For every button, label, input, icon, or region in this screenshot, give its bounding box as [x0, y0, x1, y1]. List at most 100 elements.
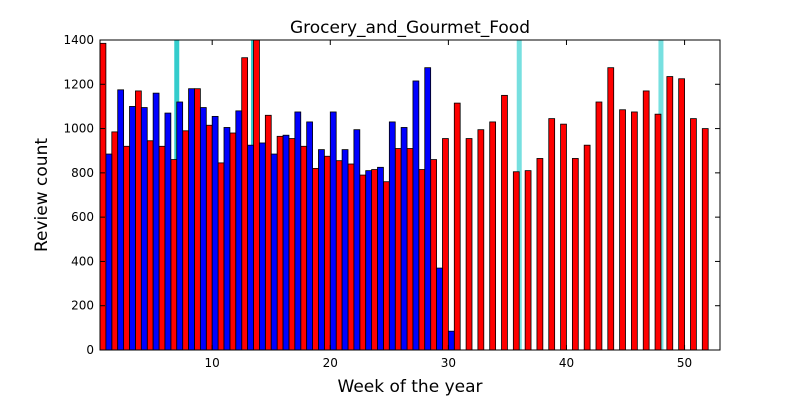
- blue-bar-week-23: [365, 170, 373, 351]
- blue-bar-week-11: [223, 127, 231, 351]
- blue-bar-week-26: [400, 127, 408, 351]
- red-bar-week-8: [182, 130, 189, 351]
- y-axis-title: Review count: [32, 138, 52, 252]
- red-bar-week-42: [583, 144, 591, 351]
- chart-title: Grocery_and_Gourmet_Food: [290, 18, 530, 38]
- red-bar-week-7: [170, 159, 178, 351]
- red-bar-week-52: [701, 128, 709, 351]
- plot-area: 10 20 30 40 50 0 200 400 600 800 1000 1200 1400: [63, 33, 721, 370]
- blue-bar-week-29: [436, 267, 443, 351]
- red-bar-week-43: [595, 101, 603, 351]
- y-tick-label-600: 600: [71, 210, 94, 224]
- blue-bar-week-22: [353, 129, 361, 351]
- red-bar-week-16: [276, 135, 284, 351]
- blue-bar-week-28: [424, 67, 432, 351]
- red-bar-week-50: [678, 78, 685, 351]
- blue-bar-week-21: [341, 149, 349, 351]
- red-bar-week-32: [465, 138, 473, 351]
- blue-bar-week-4: [140, 107, 148, 351]
- red-bar-week-51: [690, 118, 697, 351]
- y-tick-label-1000: 1000: [63, 122, 94, 136]
- red-bar-week-19: [312, 168, 319, 351]
- blue-bar-week-20: [329, 111, 337, 351]
- red-bar-week-40: [560, 123, 567, 351]
- y-tick-label-1200: 1200: [63, 77, 94, 91]
- red-bar-week-9: [194, 88, 201, 351]
- red-bar-week-15: [264, 114, 272, 351]
- blue-bar-week-7: [176, 101, 184, 351]
- blue-bar-week-2: [117, 89, 125, 351]
- blue-bar-week-18: [306, 121, 313, 351]
- red-bar-week-6: [158, 145, 166, 351]
- red-bar-week-11: [217, 162, 225, 351]
- blue-bar-week-5: [152, 92, 160, 351]
- blue-bar-week-15: [270, 153, 278, 351]
- red-bar-week-18: [300, 145, 308, 351]
- x-tick-label-40: 40: [559, 356, 574, 370]
- red-bar-week-27: [406, 148, 414, 351]
- blue-bar-week-16: [282, 134, 290, 351]
- red-bar-week-26: [394, 148, 402, 351]
- y-tick-label-0: 0: [86, 343, 94, 357]
- red-bar-week-10: [205, 124, 213, 351]
- red-bar-week-30: [442, 138, 449, 351]
- red-bar-week-4: [135, 90, 142, 351]
- red-bar-week-5: [146, 140, 154, 351]
- plot-frame: [99, 39, 721, 351]
- red-bar-week-46: [631, 111, 638, 351]
- blue-bar-week-19: [318, 149, 325, 351]
- blue-bar-week-10: [211, 115, 219, 351]
- blue-bar-week-12: [235, 110, 243, 351]
- blue-bar-week-3: [129, 106, 136, 351]
- red-bar-week-35: [501, 94, 508, 351]
- blue-bar-week-6: [164, 112, 172, 351]
- red-bar-week-21: [335, 160, 343, 351]
- blue-bar-week-30: [447, 330, 455, 351]
- x-tick-label-10: 10: [205, 356, 220, 370]
- red-bar-week-25: [383, 181, 390, 351]
- red-bar-week-45: [619, 109, 626, 351]
- red-bar-week-3: [123, 145, 130, 351]
- red-bar-week-13: [241, 57, 249, 351]
- red-bar-week-28: [418, 169, 426, 351]
- red-bar-week-39: [548, 118, 556, 351]
- x-tick-label-50: 50: [677, 356, 692, 370]
- blue-bar-week-1: [105, 153, 113, 351]
- blue-bar-week-8: [188, 88, 195, 351]
- red-bar-week-44: [607, 67, 615, 351]
- x-tick-label-20: 20: [323, 356, 338, 370]
- x-axis-title: Week of the year: [338, 377, 483, 397]
- red-bar-week-14: [253, 39, 260, 351]
- blue-bar-week-25: [388, 121, 396, 351]
- red-bar-week-48: [654, 113, 662, 351]
- blue-bar-week-24: [377, 166, 384, 351]
- red-bar-week-24: [371, 169, 378, 351]
- red-bar-week-37: [524, 170, 532, 351]
- blue-bar-week-14: [259, 142, 266, 351]
- y-tick-label-200: 200: [71, 299, 94, 313]
- red-bar-week-31: [453, 102, 461, 351]
- red-bar-week-41: [571, 158, 579, 351]
- red-bar-week-1: [99, 42, 107, 351]
- blue-bar-week-17: [294, 111, 302, 351]
- y-tick-label-800: 800: [71, 166, 94, 180]
- red-bar-week-12: [229, 132, 237, 351]
- red-bar-week-47: [642, 90, 650, 351]
- red-bar-week-23: [359, 174, 367, 351]
- blue-bar-week-27: [412, 80, 420, 351]
- blue-bar-week-9: [199, 107, 207, 351]
- red-bar-week-36: [512, 171, 520, 351]
- red-bar-week-49: [666, 76, 674, 351]
- red-bar-week-38: [536, 158, 544, 351]
- red-bar-week-2: [111, 131, 119, 351]
- red-bar-week-22: [347, 163, 355, 351]
- x-tick-label-30: 30: [441, 356, 456, 370]
- red-bar-week-17: [288, 138, 296, 351]
- red-bar-week-29: [430, 159, 437, 351]
- y-tick-label-400: 400: [71, 254, 94, 268]
- red-bar-week-34: [489, 121, 497, 351]
- y-tick-label-1400: 1400: [63, 33, 94, 47]
- red-bar-week-33: [477, 129, 485, 351]
- blue-bar-week-13: [247, 144, 254, 351]
